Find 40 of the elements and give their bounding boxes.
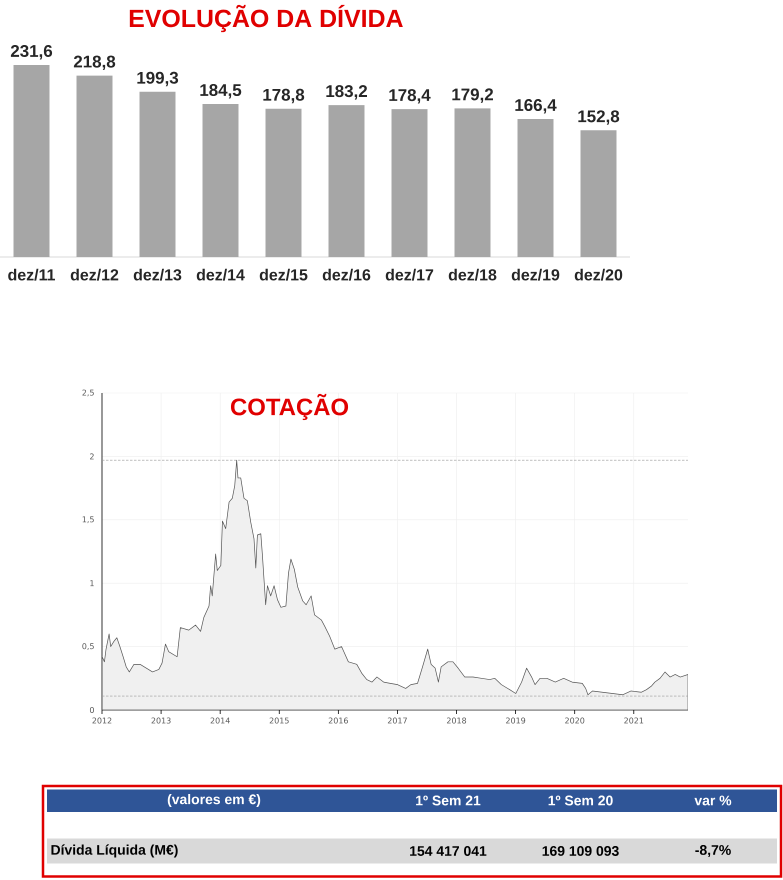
text: 169 109 093 [542, 846, 619, 856]
x-tick-label: dez/18 [448, 268, 496, 281]
bar [518, 119, 554, 257]
x-tick-label: dez/17 [386, 268, 434, 281]
data-label: 199,3 [137, 72, 178, 86]
data-label: 152,8 [578, 110, 620, 125]
bar [76, 76, 112, 257]
x-tick-label: dez/11 [8, 268, 55, 281]
data-label: 178,4 [389, 89, 431, 104]
bar [328, 105, 364, 257]
bar [140, 92, 176, 257]
category-label: 1º Sem 20 [548, 796, 613, 806]
data-label: 218,8 [74, 56, 116, 70]
x-tick-label: dez/12 [70, 268, 118, 281]
category-label: var % [694, 796, 732, 806]
x-tick-label: dez/19 [512, 268, 560, 281]
text: Dívida Líquida (M€) [51, 844, 178, 858]
bar [266, 108, 302, 257]
x-tick-label: dez/14 [196, 268, 245, 281]
data-label: 231,6 [10, 44, 52, 60]
data-label: 184,5 [200, 84, 242, 98]
x-tick-label: dez/20 [574, 268, 622, 281]
x-tick-label: dez/13 [134, 268, 182, 281]
bar [392, 109, 428, 257]
data-label: 179,2 [452, 88, 493, 103]
category-label: 1º Sem 21 [416, 796, 480, 806]
chart-title: EVOLUÇÃO DA DÍVIDA [130, 4, 403, 32]
text: 154 417 041 [410, 846, 486, 856]
text: -8,7% [695, 845, 731, 857]
text: (valores em €) [168, 794, 260, 807]
x-tick-label: dez/15 [260, 268, 308, 281]
data-label: 178,8 [263, 88, 304, 104]
data-label: 166,4 [515, 99, 557, 114]
x-tick-label: dez/16 [322, 268, 370, 281]
bar [14, 64, 50, 257]
bar [454, 108, 490, 257]
chart-title: COTAÇÃO [230, 394, 348, 420]
data-label: 183,2 [326, 85, 367, 100]
bar [580, 130, 616, 257]
bar [202, 104, 238, 257]
